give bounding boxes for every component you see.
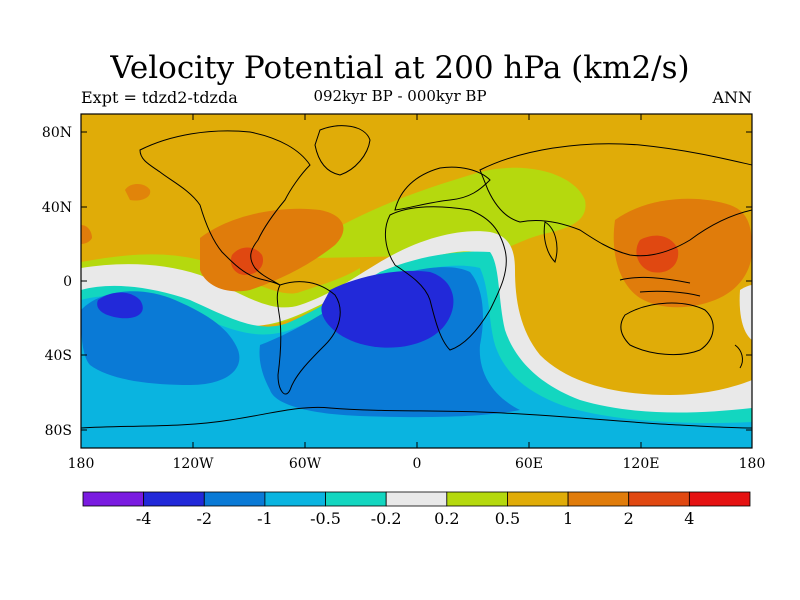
coastline-africa: [384, 206, 507, 351]
coastline-maritime-continent: [619, 276, 701, 297]
coastline-antarctica: [81, 406, 752, 429]
contour-core-pacific-min: [97, 292, 143, 319]
period-label: 092kyr BP - 000kyr BP: [313, 87, 487, 105]
lon-label: 60E: [515, 456, 543, 472]
lat-label: 80N: [42, 125, 72, 141]
colorbar-swatch: [446, 491, 508, 507]
lat-tick-marks: [81, 131, 752, 431]
colorbar-swatch: [628, 491, 690, 507]
lon-label: 120W: [172, 456, 214, 472]
lon-label: 180: [68, 456, 95, 472]
colorbar-label: -2: [196, 509, 212, 528]
colorbar-swatch: [143, 491, 205, 507]
contour-band-orange-atlantic-blob: [125, 184, 151, 201]
coastlines: [81, 125, 752, 429]
coastline-south-america: [276, 281, 341, 395]
colorbar-swatch: [688, 491, 751, 507]
lon-label: 60W: [289, 456, 322, 472]
contour-band-green-north: [300, 167, 586, 258]
experiment-label: Expt = tdzd2-tdzda: [81, 88, 238, 107]
lon-label: 120E: [623, 456, 660, 472]
colorbar-label: 0.5: [495, 509, 520, 528]
colorbar-label: 1: [563, 509, 573, 528]
contour-band-neutral: [81, 231, 752, 419]
contour-core-atlantic-min: [321, 270, 454, 348]
contour-band-orange-asia: [613, 198, 752, 308]
map-title: Velocity Potential at 200 hPa (km2/s): [110, 50, 690, 86]
colorbar-label: 2: [624, 509, 634, 528]
coastline-australia: [620, 302, 714, 355]
lon-label: 0: [413, 456, 422, 472]
contour-field: [81, 114, 752, 448]
colorbar-swatch: [385, 491, 448, 507]
colorbar-swatch: [203, 491, 266, 507]
colorbar-swatch: [567, 491, 630, 507]
coastline-india: [543, 221, 558, 263]
colorbar-label: 0.2: [434, 509, 459, 528]
colorbar-label: -4: [136, 509, 152, 528]
colorbar-swatch: [264, 491, 326, 507]
coastline-greenland: [314, 125, 371, 176]
colorbar-label: -1: [257, 509, 273, 528]
contour-band-orange-west-edge: [81, 225, 92, 244]
lat-label: 40S: [45, 348, 72, 364]
lon-label: 180: [739, 456, 766, 472]
season-label: ANN: [712, 88, 752, 107]
coastline-asia: [479, 143, 752, 257]
lat-label: 80S: [45, 423, 72, 439]
colorbar-label: -0.5: [310, 509, 341, 528]
colorbar-swatch: [507, 491, 569, 507]
lat-label: 40N: [42, 200, 72, 216]
colorbar-swatch: [325, 491, 387, 507]
colorbar-label: 4: [684, 509, 694, 528]
colorbar-swatch: [82, 491, 145, 507]
coastline-new-zealand: [734, 344, 743, 369]
contour-band-neutral-east: [739, 285, 752, 340]
lon-tick-marks: [80, 114, 753, 448]
coastline-europe: [394, 166, 491, 211]
coastline-north-america: [139, 130, 311, 286]
colorbar-label: -0.2: [371, 509, 402, 528]
lat-label: 0: [63, 274, 72, 290]
